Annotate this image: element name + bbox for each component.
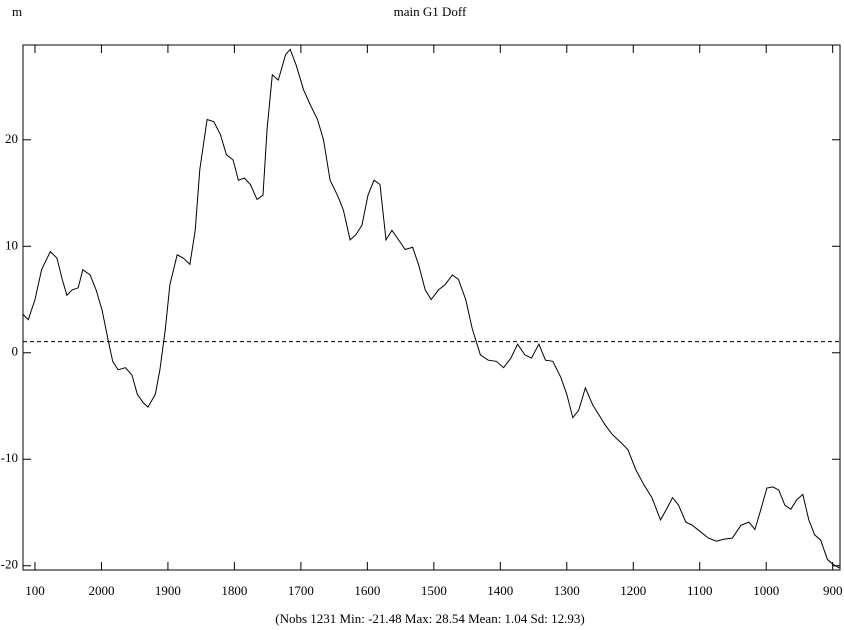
x-tick-label: 1200 <box>620 583 646 598</box>
x-tick-label: 1100 <box>687 583 713 598</box>
y-tick-label: 20 <box>5 131 18 146</box>
chart-title: main G1 Doff <box>394 4 467 19</box>
y-tick-label: 10 <box>5 237 18 252</box>
x-tick-label: 1500 <box>421 583 447 598</box>
caption: (Nobs 1231 Min: -21.48 Max: 28.54 Mean: … <box>275 611 584 626</box>
x-tick-label: 1400 <box>487 583 513 598</box>
x-tick-label: 1900 <box>155 583 181 598</box>
x-tick-label: 1300 <box>554 583 580 598</box>
plot-frame <box>22 44 841 571</box>
x-tick-label: 100 <box>25 583 45 598</box>
x-tick-label: 1600 <box>354 583 380 598</box>
y-tick-label: -10 <box>1 450 18 465</box>
x-tick-label: 1800 <box>221 583 247 598</box>
data-line <box>22 48 840 569</box>
x-tick-label: 2000 <box>88 583 114 598</box>
x-tick-label: 1700 <box>288 583 314 598</box>
x-tick-label: 900 <box>823 583 843 598</box>
y-tick-label: -20 <box>1 557 18 572</box>
y-tick-label: 0 <box>12 344 19 359</box>
y-axis-label: m <box>12 4 22 19</box>
x-tick-label: 1000 <box>753 583 779 598</box>
